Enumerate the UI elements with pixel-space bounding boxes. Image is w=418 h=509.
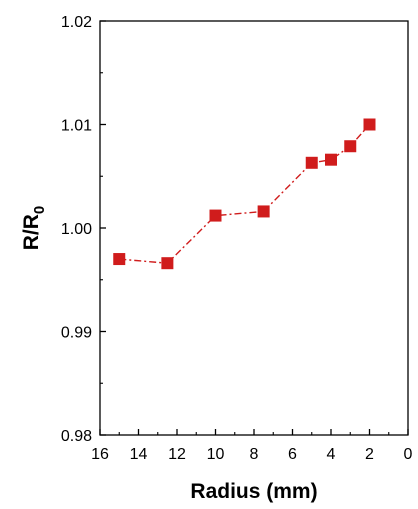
data-point-marker (325, 154, 337, 166)
data-point-marker (344, 140, 356, 152)
y-axis-ticks: 0.98 0.99 1.00 1.01 1.02 (61, 14, 106, 445)
plot-frame (100, 21, 408, 435)
data-point-marker (113, 253, 125, 265)
x-tick-label: 8 (250, 446, 259, 463)
x-tick-label: 10 (207, 446, 225, 463)
y-tick-label: 0.98 (61, 428, 92, 445)
x-tick-label: 2 (365, 446, 374, 463)
x-axis-ticks: 16 14 12 10 8 6 4 2 0 (91, 429, 412, 463)
x-tick-label: 12 (168, 446, 186, 463)
x-axis-title: Radius (mm) (190, 480, 317, 503)
y-tick-label: 1.01 (61, 118, 92, 135)
y-tick-label: 1.00 (61, 221, 92, 238)
y-axis-title-main: R/R (20, 214, 43, 250)
data-point-marker (210, 210, 222, 222)
x-tick-label: 14 (130, 446, 148, 463)
data-point-marker (258, 205, 270, 217)
plot-area-border (100, 21, 408, 435)
x-tick-label: 4 (327, 446, 336, 463)
y-tick-label: 0.99 (61, 325, 92, 342)
x-tick-label: 6 (288, 446, 297, 463)
y-axis-title-subscript: 0 (31, 206, 48, 214)
data-point-marker (306, 157, 318, 169)
x-tick-label: 16 (91, 446, 109, 463)
series-line (119, 125, 369, 264)
data-point-marker (161, 257, 173, 269)
series-layer (113, 119, 375, 270)
data-point-marker (364, 119, 376, 131)
y-axis-title: R/R0 (20, 206, 48, 251)
x-tick-label: 0 (404, 446, 413, 463)
y-tick-label: 1.02 (61, 14, 92, 31)
